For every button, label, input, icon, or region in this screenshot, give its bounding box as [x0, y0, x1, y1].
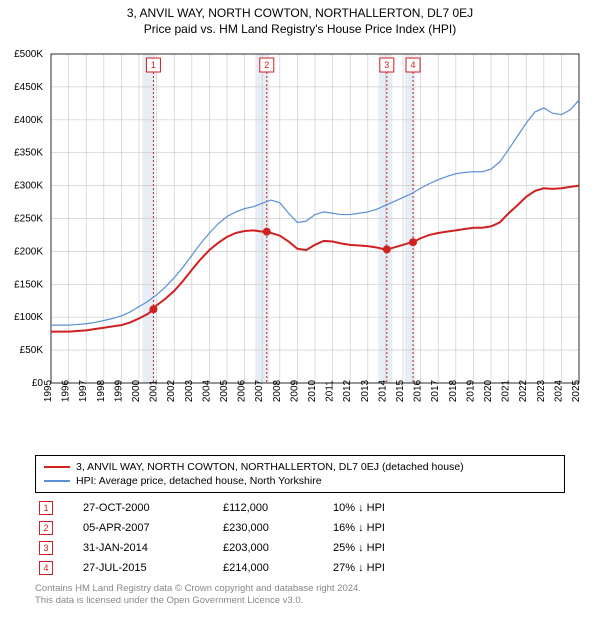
row-pct: 10% ↓ HPI [333, 502, 493, 514]
legend-swatch [44, 466, 70, 469]
row-date: 31-JAN-2014 [83, 542, 223, 554]
footer-attribution: Contains HM Land Registry data © Crown c… [35, 583, 361, 608]
row-marker: 2 [39, 521, 53, 535]
row-price: £230,000 [223, 522, 333, 534]
legend-swatch [44, 480, 70, 482]
svg-text:£200K: £200K [14, 246, 43, 257]
row-pct: 27% ↓ HPI [333, 562, 493, 574]
page-title: 3, ANVIL WAY, NORTH COWTON, NORTHALLERTO… [0, 6, 600, 20]
row-date: 27-JUL-2015 [83, 562, 223, 574]
svg-text:£450K: £450K [14, 82, 43, 93]
svg-text:1: 1 [151, 60, 156, 70]
row-price: £203,000 [223, 542, 333, 554]
table-row: 4 27-JUL-2015£214,00027% ↓ HPI [35, 558, 565, 578]
row-date: 05-APR-2007 [83, 522, 223, 534]
page-subtitle: Price paid vs. HM Land Registry's House … [0, 22, 600, 36]
legend-label: 3, ANVIL WAY, NORTH COWTON, NORTHALLERTO… [76, 461, 464, 473]
svg-text:£50K: £50K [20, 345, 44, 356]
svg-text:£250K: £250K [14, 214, 43, 225]
footer-line-1: Contains HM Land Registry data © Crown c… [35, 583, 361, 595]
transactions-table: 1 27-OCT-2000£112,00010% ↓ HPI 2 05-APR-200… [35, 498, 565, 578]
svg-text:2: 2 [264, 60, 269, 70]
svg-text:£400K: £400K [14, 115, 43, 126]
footer-line-2: This data is licensed under the Open Gov… [35, 595, 361, 607]
row-pct: 25% ↓ HPI [333, 542, 493, 554]
table-row: 2 05-APR-2007£230,00016% ↓ HPI [35, 518, 565, 538]
row-price: £214,000 [223, 562, 333, 574]
svg-text:4: 4 [411, 60, 416, 70]
price-chart: £0£50K£100K£150K£200K£250K£300K£350K£400… [45, 48, 585, 425]
svg-text:£350K: £350K [14, 148, 43, 159]
svg-text:£100K: £100K [14, 312, 43, 323]
svg-text:3: 3 [384, 60, 389, 70]
table-row: 3 31-JAN-2014£203,00025% ↓ HPI [35, 538, 565, 558]
legend-item: 3, ANVIL WAY, NORTH COWTON, NORTHALLERTO… [44, 460, 556, 474]
svg-text:£150K: £150K [14, 279, 43, 290]
row-pct: 16% ↓ HPI [333, 522, 493, 534]
legend-label: HPI: Average price, detached house, Nort… [76, 475, 322, 487]
table-row: 1 27-OCT-2000£112,00010% ↓ HPI [35, 498, 565, 518]
row-price: £112,000 [223, 502, 333, 514]
svg-text:£0: £0 [32, 378, 44, 389]
row-marker: 4 [39, 561, 53, 575]
row-date: 27-OCT-2000 [83, 502, 223, 514]
chart-legend: 3, ANVIL WAY, NORTH COWTON, NORTHALLERTO… [35, 455, 565, 493]
row-marker: 3 [39, 541, 53, 555]
svg-text:£300K: £300K [14, 181, 43, 192]
row-marker: 1 [39, 501, 53, 515]
legend-item: HPI: Average price, detached house, Nort… [44, 474, 556, 488]
svg-text:£500K: £500K [14, 49, 43, 60]
